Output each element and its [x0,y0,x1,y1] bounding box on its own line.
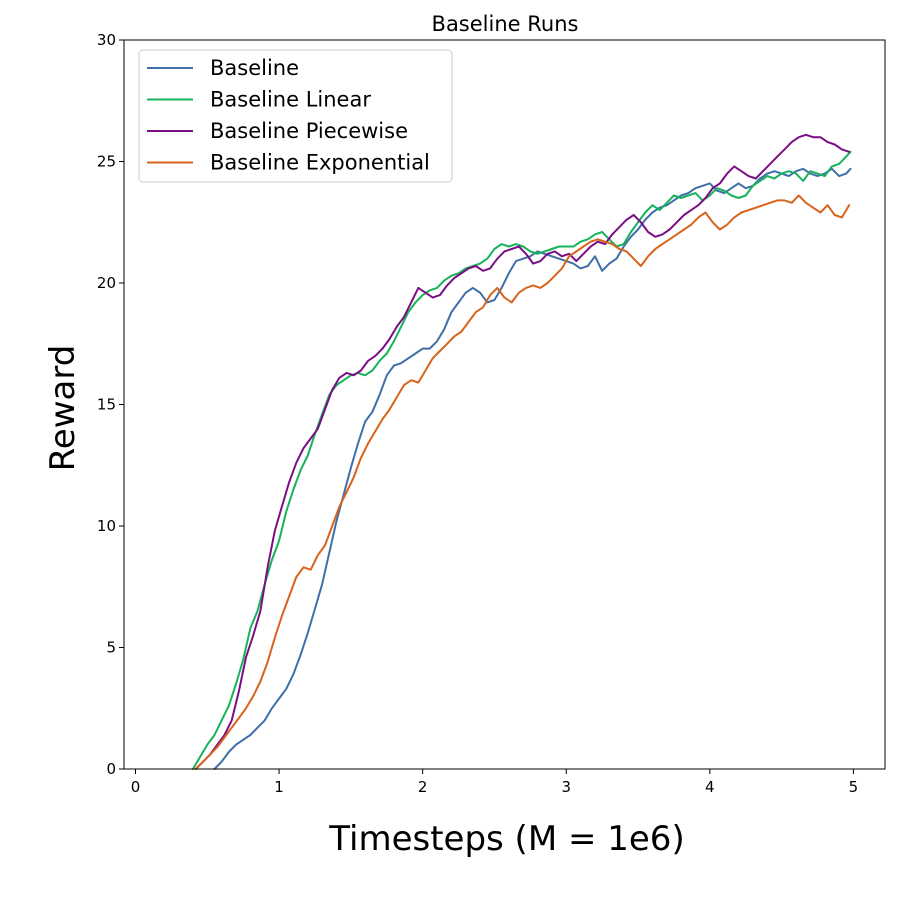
x-tick-label: 1 [274,778,284,796]
x-tick-label: 3 [561,778,571,796]
series-line-4 [194,194,851,770]
plot-area-frame [123,39,886,770]
series-line-1 [213,167,852,770]
x-tick-label: 4 [705,778,715,796]
y-axis-label: Reward [43,345,83,472]
legend: Baseline Baseline Linear Baseline Piecewis… [138,49,453,183]
x-axis-label: Timesteps (M = 1e6) [328,819,684,859]
legend-box [138,49,453,183]
y-tick-label: 10 [97,517,116,535]
y-tick-label: 30 [97,31,116,49]
legend-label: Baseline [210,56,299,80]
y-tick-label: 0 [106,760,116,778]
chart-title: Baseline Runs [432,12,579,36]
x-tick-label: 0 [131,778,141,796]
x-tick-label: 2 [418,778,428,796]
legend-label: Baseline Exponential [210,151,430,175]
legend-entries: Baseline Baseline Linear Baseline Piecewis… [147,56,430,175]
y-tick-label: 20 [97,274,116,292]
series-line-3 [194,133,851,770]
x-tick-label: 5 [849,778,859,796]
y-tick-label: 5 [106,639,116,657]
legend-label: Baseline Piecewise [210,119,408,143]
series-line-2 [191,150,852,770]
y-tick-label: 15 [97,396,116,414]
y-tick-label: 25 [97,153,116,171]
tick-layer: 0 1 2 3 4 5 0 5 10 15 20 25 30 [97,31,858,796]
series-layer [191,133,852,770]
legend-label: Baseline Linear [210,88,371,112]
